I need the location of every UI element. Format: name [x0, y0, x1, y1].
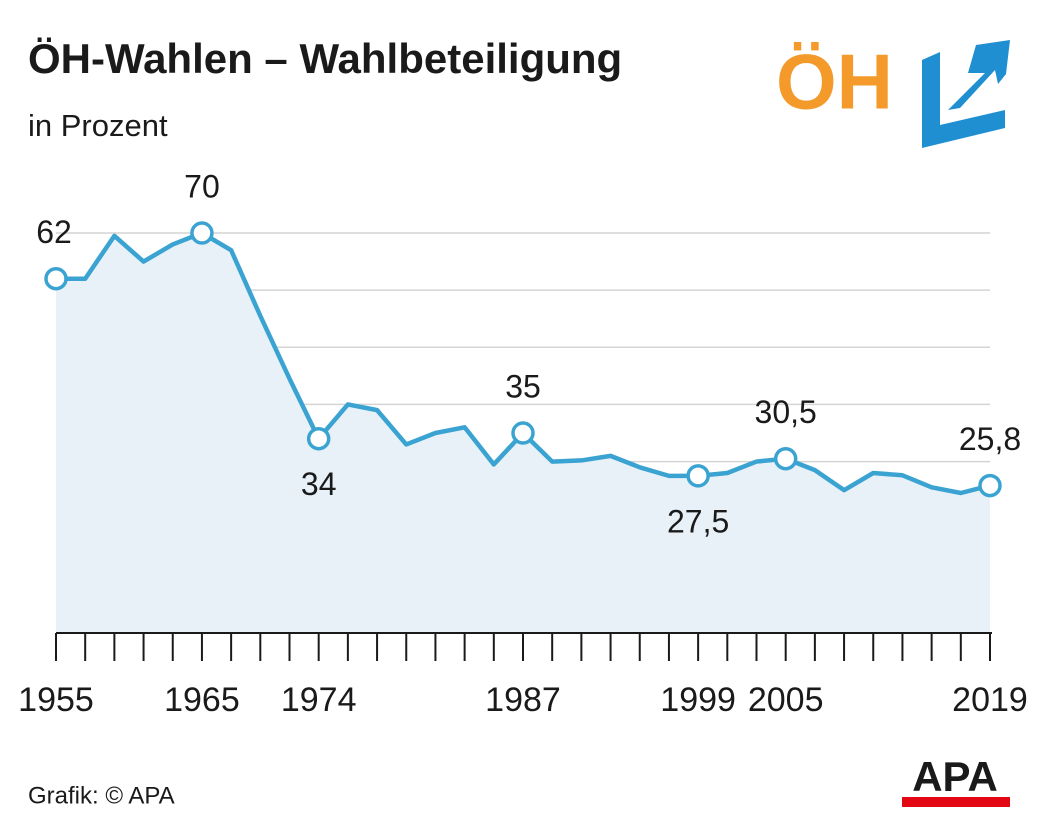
- chart-subtitle: in Prozent: [28, 108, 168, 143]
- point-marker: [306, 426, 331, 451]
- data-label: 27,5: [667, 503, 729, 539]
- x-tick-label: 1999: [660, 681, 736, 719]
- x-tick-label: 1965: [164, 681, 240, 719]
- point-marker: [773, 446, 798, 471]
- data-label: 35: [505, 368, 541, 404]
- data-label: 25,8: [959, 421, 1021, 457]
- x-tick-label: 1955: [18, 681, 94, 719]
- point-marker: [190, 221, 214, 245]
- point-marker: [511, 421, 535, 445]
- x-tick-label: 2019: [952, 681, 1028, 719]
- data-label: 30,5: [755, 394, 817, 430]
- source: Grafik: © APA: [28, 782, 175, 809]
- x-tick-label: 1987: [485, 681, 561, 719]
- x-tick-label: 2005: [748, 681, 824, 719]
- data-label: 62: [36, 214, 72, 250]
- brand-bar: [902, 797, 1010, 807]
- data-label: 34: [301, 466, 337, 502]
- x-tick-label: 1974: [281, 681, 357, 719]
- chart-title: ÖH-Wahlen – Wahlbeteiligung: [28, 35, 622, 82]
- data-label: 70: [184, 168, 220, 204]
- logo-text: ÖH: [776, 38, 893, 126]
- point-marker: [978, 473, 1002, 498]
- point-marker: [44, 266, 68, 291]
- point-marker: [686, 464, 710, 488]
- brand-logo: APA: [912, 753, 998, 800]
- logo-arrow: [922, 40, 1010, 148]
